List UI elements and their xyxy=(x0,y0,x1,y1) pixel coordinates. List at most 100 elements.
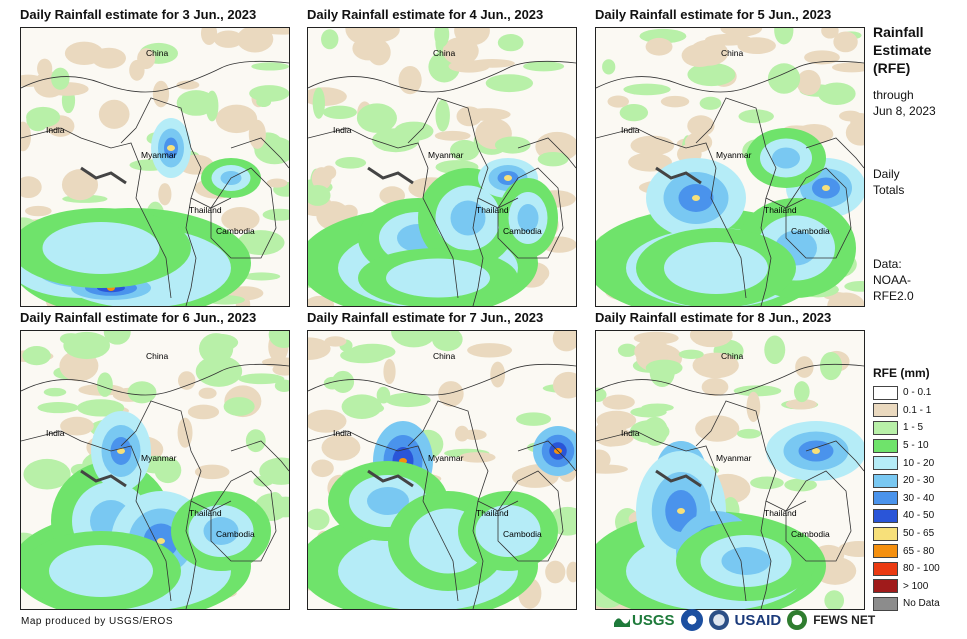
legend-label: 30 - 40 xyxy=(903,492,935,504)
light-rain-patch xyxy=(701,377,729,396)
light-rain-patch xyxy=(678,349,704,359)
light-rain-patch xyxy=(158,183,172,206)
light-rain-patch xyxy=(243,272,281,281)
rain-peak xyxy=(117,448,125,454)
light-rain-patch xyxy=(467,343,513,358)
light-rain-patch xyxy=(497,34,524,52)
rainfall-map: China India Myanmar Thailand Cambodia xyxy=(20,27,290,307)
light-rain-patch xyxy=(824,590,845,609)
country-label-india: India xyxy=(333,428,352,438)
rainfall-map: China India Myanmar Thailand Cambodia xyxy=(20,330,290,610)
country-label-china: China xyxy=(146,48,168,58)
light-rain-patch xyxy=(630,406,667,418)
country-border xyxy=(760,197,772,306)
country-label-china: China xyxy=(721,351,743,361)
rain-peak xyxy=(822,185,830,191)
legend-label: No Data xyxy=(903,598,940,610)
light-rain-patch xyxy=(804,50,840,65)
through-date: through Jun 8, 2023 xyxy=(873,87,936,119)
light-rain-patch xyxy=(459,452,496,463)
rain-patch xyxy=(367,487,409,515)
rain-patch xyxy=(73,557,129,585)
country-border xyxy=(710,470,747,602)
legend-label: 80 - 100 xyxy=(903,563,940,575)
daily-label: Daily xyxy=(873,167,900,181)
country-border xyxy=(596,430,717,472)
light-rain-patch xyxy=(356,103,397,133)
country-label-thailand: Thailand xyxy=(189,205,222,215)
legend-swatch xyxy=(873,544,898,559)
light-rain-patch xyxy=(681,44,718,67)
country-border xyxy=(308,430,429,472)
country-border xyxy=(230,137,289,169)
light-rain-patch xyxy=(774,28,794,45)
country-border xyxy=(407,400,519,512)
usgs-wave-icon xyxy=(614,618,630,627)
light-rain-patch xyxy=(596,464,628,474)
light-rain-patch xyxy=(200,28,218,45)
light-rain-patch xyxy=(795,356,814,378)
data-source-line: NOAA- xyxy=(873,273,912,287)
light-rain-patch xyxy=(596,410,637,431)
country-border xyxy=(497,167,564,259)
light-rain-patch xyxy=(379,186,406,205)
light-rain-patch xyxy=(237,230,285,256)
rain-patch xyxy=(410,267,466,289)
rain-peak xyxy=(157,538,165,544)
light-rain-patch xyxy=(91,47,126,69)
light-rain-patch xyxy=(462,429,487,440)
light-rain-patch xyxy=(617,343,637,357)
rain-peak xyxy=(812,448,820,454)
light-rain-patch xyxy=(596,387,607,402)
light-rain-patch xyxy=(750,476,784,490)
credit-text: Map produced by USGS/EROS xyxy=(21,616,174,627)
light-rain-patch xyxy=(349,343,396,360)
country-label-cambodia: Cambodia xyxy=(216,226,255,236)
legend-swatch xyxy=(873,385,898,400)
light-rain-patch xyxy=(695,415,740,442)
light-rain-patch xyxy=(367,39,391,66)
usgs-logo: USGS xyxy=(614,612,675,629)
light-rain-patch xyxy=(177,371,196,390)
light-rain-patch xyxy=(844,281,864,292)
light-rain-patch xyxy=(833,31,858,53)
light-rain-patch xyxy=(720,28,763,37)
light-rain-patch xyxy=(736,428,762,439)
light-rain-patch xyxy=(238,373,285,385)
legend-item: 30 - 40 xyxy=(873,490,940,508)
light-rain-patch xyxy=(21,176,42,199)
light-rain-patch xyxy=(449,139,480,161)
rain-patch xyxy=(203,517,239,545)
country-border xyxy=(120,97,232,209)
light-rain-patch xyxy=(398,65,422,95)
legend-item: 20 - 30 xyxy=(873,472,940,490)
country-border xyxy=(695,97,807,209)
map-canvas: China India Myanmar Thailand Cambodia xyxy=(21,331,289,609)
heading-line: Estimate xyxy=(873,42,932,58)
light-rain-patch xyxy=(152,80,170,108)
light-rain-patch xyxy=(266,491,284,520)
map-canvas: China India Myanmar Thailand Cambodia xyxy=(596,331,864,609)
map-canvas: China India Myanmar Thailand Cambodia xyxy=(21,28,289,306)
delta-coast xyxy=(80,166,127,185)
light-rain-patch xyxy=(177,417,193,448)
light-rain-patch xyxy=(796,69,821,96)
legend-label: 65 - 80 xyxy=(903,545,935,557)
country-label-myanmar: Myanmar xyxy=(428,150,464,160)
light-rain-patch xyxy=(127,381,157,404)
light-rain-patch xyxy=(372,128,420,153)
rainfall-map: China India Myanmar Thailand Cambodia xyxy=(307,27,577,307)
country-border xyxy=(21,127,142,169)
legend-swatch xyxy=(873,420,898,435)
light-rain-patch xyxy=(60,416,94,436)
data-label: Data: xyxy=(873,257,902,271)
legend-label: 1 - 5 xyxy=(903,422,924,434)
light-rain-patch xyxy=(463,108,511,121)
country-label-india: India xyxy=(621,125,640,135)
light-rain-patch xyxy=(634,339,671,364)
light-rain-patch xyxy=(253,475,274,487)
light-rain-patch xyxy=(137,48,156,70)
panel-title: Daily Rainfall estimate for 7 Jun., 2023 xyxy=(307,310,544,325)
light-rain-patch xyxy=(262,208,289,221)
country-label-myanmar: Myanmar xyxy=(428,453,464,463)
